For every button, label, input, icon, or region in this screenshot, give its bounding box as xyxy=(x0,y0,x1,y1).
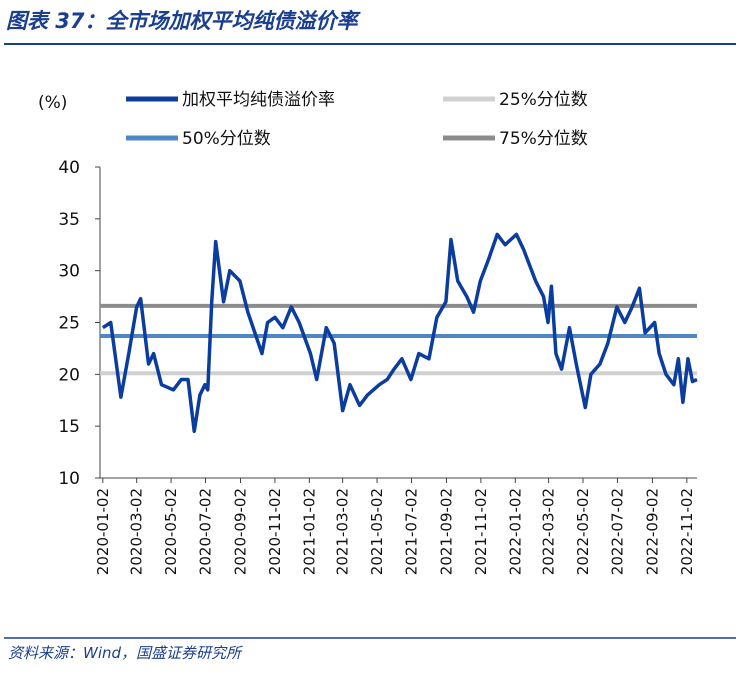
y-tick-label: 25 xyxy=(58,314,80,334)
y-tick-label: 35 xyxy=(58,210,80,230)
legend-label: 25%分位数 xyxy=(499,90,588,110)
x-tick-label: 2022-07-02 xyxy=(608,488,626,575)
x-tick-label: 2020-03-02 xyxy=(128,488,146,575)
y-unit-label: (%) xyxy=(38,93,67,113)
y-tick-label: 20 xyxy=(58,365,80,385)
x-tick-label: 2021-03-02 xyxy=(334,488,352,575)
legend-label: 加权平均纯债溢价率 xyxy=(182,90,335,110)
x-tick-label: 2020-09-02 xyxy=(232,488,250,575)
chart-title: 图表 37：全市场加权平均纯债溢价率 xyxy=(6,9,362,33)
x-tick-label: 2022-09-02 xyxy=(643,488,661,575)
x-tick-label: 2022-01-02 xyxy=(506,488,524,575)
x-tick-label: 2022-03-02 xyxy=(540,488,558,575)
legend-label: 50%分位数 xyxy=(182,129,271,149)
x-tick-label: 2022-11-02 xyxy=(678,488,696,575)
series-line xyxy=(101,232,698,434)
x-tick-label: 2020-01-02 xyxy=(94,488,112,575)
x-tick-label: 2020-11-02 xyxy=(266,488,284,575)
x-tick-label: 2022-05-02 xyxy=(574,488,592,575)
y-tick-label: 15 xyxy=(58,417,80,437)
y-tick-label: 10 xyxy=(58,469,80,489)
y-tick-label: 40 xyxy=(58,158,80,178)
x-tick-label: 2021-07-02 xyxy=(402,488,420,575)
x-tick-label: 2021-05-02 xyxy=(368,488,386,575)
source: 资料来源：Wind，国盛证券研究所 xyxy=(8,644,243,662)
x-tick-label: 2020-07-02 xyxy=(197,488,215,575)
legend-label: 75%分位数 xyxy=(499,129,588,149)
x-tick-label: 2020-05-02 xyxy=(162,488,180,575)
x-tick-label: 2021-11-02 xyxy=(472,488,490,575)
x-tick-label: 2021-09-02 xyxy=(437,488,455,575)
y-tick-label: 30 xyxy=(58,262,80,282)
x-tick-label: 2021-01-02 xyxy=(300,488,318,575)
